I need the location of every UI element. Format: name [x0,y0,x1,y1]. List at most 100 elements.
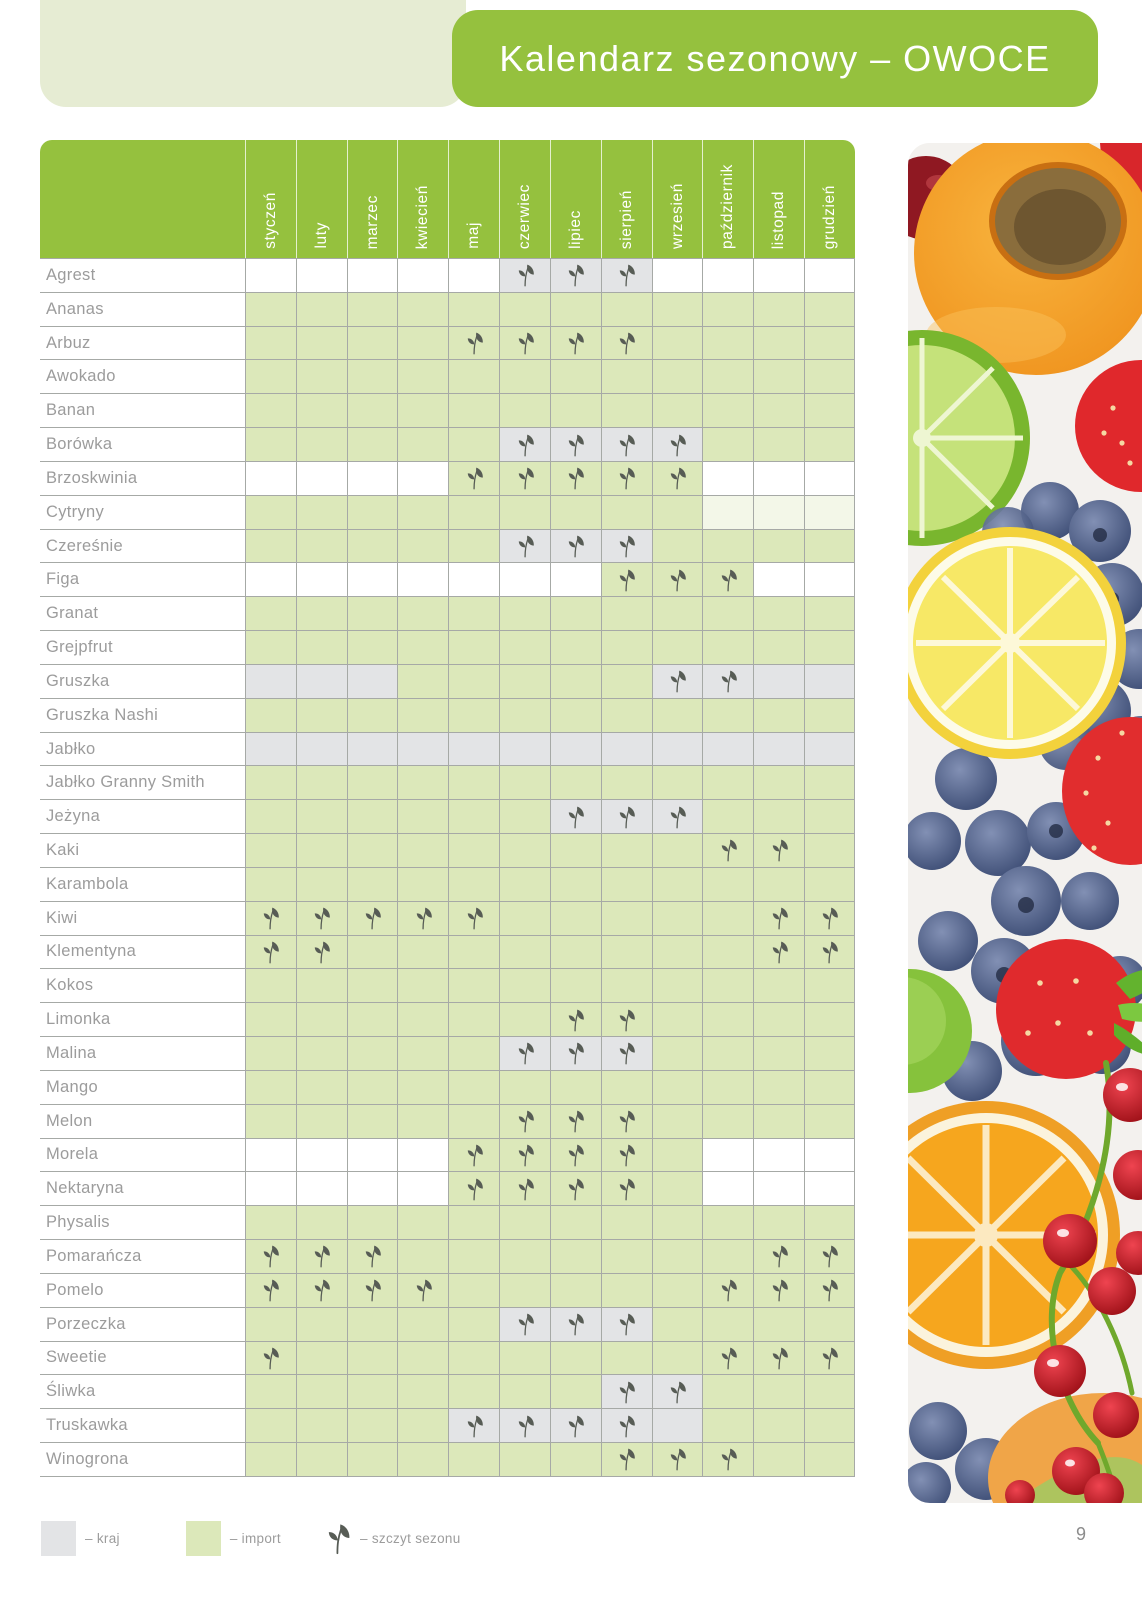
month-cell [499,259,550,292]
peak-season-leaf-icon [822,907,838,930]
fruit-name: Gruszka [40,664,245,698]
month-cell [753,563,805,597]
peak-season-leaf-icon [619,1144,636,1167]
peak-season-leaf-icon [518,1110,534,1133]
month-cell [651,394,703,428]
month-cell [651,1037,703,1070]
month-cell [804,1104,855,1138]
red-currants [1005,1060,1142,1503]
month-cell [651,698,703,732]
peak-season-leaf-icon [569,1313,585,1336]
fruit-name: Agrest [40,259,245,292]
month-cell [499,935,550,969]
month-cell [702,631,754,664]
month-cell [600,1409,652,1442]
month-cell [753,766,805,800]
table-row: Gruszka [40,663,855,698]
table-row: Nektaryna [40,1171,855,1206]
month-cell [448,1442,500,1476]
month-cell [499,631,550,664]
month-cell [499,529,550,563]
month-cell [295,664,347,698]
month-cell [600,1104,652,1138]
month-cell [397,1240,449,1273]
month-cell [397,259,449,292]
peak-season-leaf-icon [619,1313,636,1336]
month-cell [600,834,652,867]
month-cell [295,259,347,292]
month-cell [702,1375,754,1409]
month-cell [804,901,855,935]
month-cell [295,1070,347,1104]
fruit-photo [908,143,1142,1503]
peak-season-leaf-icon [721,1347,737,1370]
peak-season-leaf-icon [467,468,483,490]
month-cell [549,326,601,360]
month-cell [295,326,347,360]
table-row: Agrest [40,258,855,292]
month-cell [346,360,398,394]
month-cell [651,1240,703,1273]
month-label: wrzesień [668,183,686,249]
month-cell [245,461,296,495]
month-cell [804,1375,855,1409]
month-cell [397,461,449,495]
month-cell [549,800,601,834]
peak-season-leaf-icon [518,468,534,490]
fruit-name: Porzeczka [40,1307,245,1341]
kiwi-green-fruit [908,969,972,1093]
table-row: Pomelo [40,1272,855,1307]
month-cell [549,1375,601,1409]
month-cell [651,1341,703,1375]
month-cell [499,867,550,901]
month-cell [346,259,398,292]
header-name-spacer [40,140,245,258]
month-cell [549,597,601,631]
month-cell [448,1037,500,1070]
month-cell [499,698,550,732]
month-cell [245,1442,296,1476]
peak-season-leaf-icon [518,332,534,355]
fruit-name: Śliwka [40,1375,245,1409]
month-cell [397,1070,449,1104]
month-cell [448,1341,500,1375]
table-row: Truskawka [40,1408,855,1442]
month-column-maj: maj [448,140,499,258]
month-cell [804,461,855,495]
month-cell [702,259,754,292]
fruit-name: Morela [40,1138,245,1172]
month-cell [753,834,805,867]
month-cell [702,1037,754,1070]
month-cell [295,969,347,1003]
fruit-name: Banan [40,394,245,428]
header-sage-panel [40,0,466,107]
month-cell [245,1070,296,1104]
month-cell [499,1375,550,1409]
month-cell [549,698,601,732]
month-cell [753,935,805,969]
table-row: Granat [40,596,855,631]
peak-season-leaf-icon [772,1279,788,1302]
month-cell [549,1070,601,1104]
month-cell [499,732,550,766]
month-cell [753,1240,805,1273]
month-cell [804,1240,855,1273]
month-cell [702,529,754,563]
month-cell [245,1273,296,1307]
fruit-name: Malina [40,1037,245,1070]
month-cell [295,732,347,766]
table-row: Jeżyna [40,799,855,834]
peak-season-leaf-icon [314,1246,331,1268]
month-cell [753,1037,805,1070]
month-cell [702,461,754,495]
month-cell [295,766,347,800]
peak-season-leaf-icon [670,1381,686,1404]
month-cell [702,732,754,766]
month-cell [448,631,500,664]
month-cell [702,901,754,935]
month-cell [804,529,855,563]
table-row: Figa [40,562,855,597]
lime-half [908,330,1030,546]
month-cell [245,1307,296,1341]
month-cell [346,901,398,935]
